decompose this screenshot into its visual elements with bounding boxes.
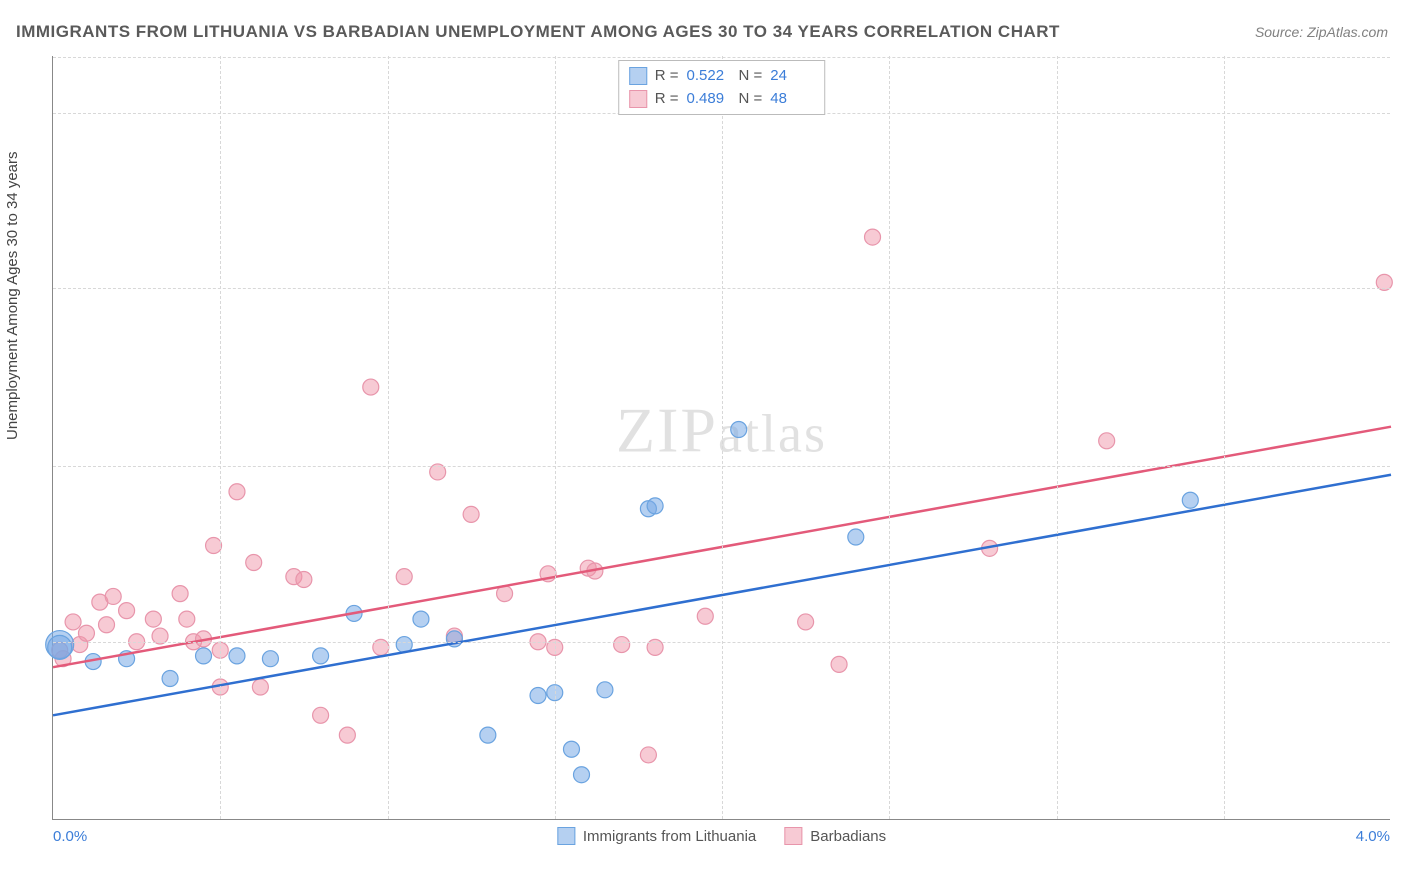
scatter-point: [196, 648, 212, 664]
gridline-v: [555, 56, 556, 819]
scatter-point: [313, 648, 329, 664]
scatter-point: [865, 229, 881, 245]
scatter-point: [262, 651, 278, 667]
legend-item-barbadians: Barbadians: [784, 827, 886, 845]
scatter-point: [697, 608, 713, 624]
scatter-point: [597, 682, 613, 698]
legend-label-barbadians: Barbadians: [810, 828, 886, 845]
legend-swatch-lithuania: [629, 67, 647, 85]
scatter-point: [172, 586, 188, 602]
chart-container: IMMIGRANTS FROM LITHUANIA VS BARBADIAN U…: [0, 0, 1406, 892]
scatter-point: [574, 767, 590, 783]
gridline-v: [388, 56, 389, 819]
scatter-point: [647, 498, 663, 514]
scatter-point: [48, 635, 72, 659]
scatter-point: [78, 625, 94, 641]
scatter-point: [798, 614, 814, 630]
legend-label-lithuania: Immigrants from Lithuania: [583, 828, 756, 845]
gridline-v: [722, 56, 723, 819]
scatter-point: [162, 671, 178, 687]
legend-item-lithuania: Immigrants from Lithuania: [557, 827, 756, 845]
scatter-point: [640, 747, 656, 763]
scatter-point: [614, 637, 630, 653]
legend-row-lithuania: R = 0.522 N = 24: [629, 65, 815, 88]
scatter-point: [339, 727, 355, 743]
legend-r-barbadians: 0.489: [687, 88, 731, 111]
scatter-point: [99, 617, 115, 633]
y-axis-label: Unemployment Among Ages 30 to 34 years: [4, 151, 21, 440]
scatter-point: [229, 648, 245, 664]
gridline-v: [889, 56, 890, 819]
scatter-point: [252, 679, 268, 695]
gridline-v: [220, 56, 221, 819]
legend-swatch-lithuania: [557, 827, 575, 845]
legend-swatch-barbadians: [784, 827, 802, 845]
legend-label-n: N =: [739, 65, 763, 88]
y-tick-label: 18.8%: [1396, 280, 1406, 297]
scatter-point: [145, 611, 161, 627]
scatter-point: [731, 422, 747, 438]
scatter-point: [1182, 492, 1198, 508]
legend-swatch-barbadians: [629, 90, 647, 108]
scatter-point: [396, 569, 412, 585]
scatter-point: [105, 588, 121, 604]
x-tick-label: 0.0%: [53, 828, 87, 845]
chart-source: Source: ZipAtlas.com: [1255, 24, 1388, 40]
scatter-point: [229, 484, 245, 500]
scatter-point: [313, 707, 329, 723]
y-tick-label: 12.5%: [1396, 458, 1406, 475]
scatter-point: [65, 614, 81, 630]
scatter-point: [530, 687, 546, 703]
gridline-v: [1224, 56, 1225, 819]
scatter-point: [246, 555, 262, 571]
scatter-point: [463, 506, 479, 522]
scatter-point: [363, 379, 379, 395]
scatter-point: [480, 727, 496, 743]
y-tick-label: 6.3%: [1396, 633, 1406, 650]
gridline-v: [1057, 56, 1058, 819]
legend-row-barbadians: R = 0.489 N = 48: [629, 88, 815, 111]
legend-label-r: R =: [655, 88, 679, 111]
scatter-point: [119, 603, 135, 619]
scatter-point: [831, 656, 847, 672]
chart-title: IMMIGRANTS FROM LITHUANIA VS BARBADIAN U…: [16, 22, 1060, 42]
scatter-point: [563, 741, 579, 757]
scatter-point: [296, 571, 312, 587]
legend-label-n: N =: [739, 88, 763, 111]
scatter-point: [848, 529, 864, 545]
scatter-point: [179, 611, 195, 627]
scatter-point: [206, 538, 222, 554]
legend-series: Immigrants from Lithuania Barbadians: [557, 827, 886, 845]
legend-n-lithuania: 24: [770, 65, 814, 88]
scatter-point: [1099, 433, 1115, 449]
legend-r-lithuania: 0.522: [687, 65, 731, 88]
legend-label-r: R =: [655, 65, 679, 88]
legend-n-barbadians: 48: [770, 88, 814, 111]
scatter-point: [413, 611, 429, 627]
x-tick-label: 4.0%: [1356, 828, 1390, 845]
legend-correlation: R = 0.522 N = 24 R = 0.489 N = 48: [618, 60, 826, 115]
plot-area: ZIPatlas R = 0.522 N = 24 R = 0.489 N = …: [52, 56, 1390, 820]
y-tick-label: 25.0%: [1396, 104, 1406, 121]
